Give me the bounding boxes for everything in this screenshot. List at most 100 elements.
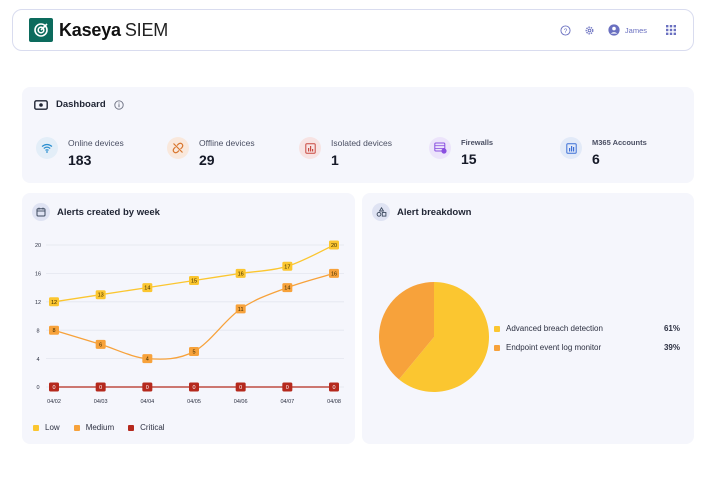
data-point-medium [235,304,246,314]
legend-swatch [73,424,80,431]
data-label: 17 [284,264,290,270]
alert-breakdown-title: Alert breakdown [397,206,472,218]
y-tick-label: 8 [36,328,39,334]
stat-value: 1 [331,152,339,168]
y-tick-label: 4 [36,357,39,363]
x-tick-label: 04/03 [94,399,108,405]
x-tick-label: 04/06 [234,399,248,405]
data-label: 6 [99,342,102,348]
help-icon[interactable]: ? [560,24,572,36]
data-label: 0 [239,385,242,391]
stat-offline-devices[interactable]: Offline devices 29 [167,137,255,168]
legend-label: Low [45,423,60,432]
stat-label: M365 Accounts [592,138,647,147]
pie-legend-item[interactable]: Advanced breach detection 61% [494,319,680,338]
stat-label: Online devices [68,138,124,148]
firewall-icon [429,137,451,159]
data-label: 8 [52,328,55,334]
gear-icon[interactable] [584,24,596,36]
info-icon[interactable] [113,99,124,110]
data-point-critical [235,382,246,392]
dashboard-title-row: Dashboard [34,99,124,110]
header-actions: ? James [560,24,677,36]
legend-item-critical[interactable]: Critical [128,423,165,432]
x-tick-label: 04/07 [280,399,294,405]
data-label: 0 [146,385,149,391]
x-tick-label: 04/02 [47,399,61,405]
pie-slice-2[interactable] [379,282,434,380]
stat-online-devices[interactable]: Online devices 183 [36,137,124,168]
data-label: 0 [99,385,102,391]
y-tick-label: 12 [35,300,41,306]
data-point-low [49,297,59,307]
legend-item-low[interactable]: Low [33,423,60,432]
dashboard-icon [34,99,48,110]
bar-chart-icon [560,137,582,159]
legend-swatch [128,424,135,431]
calendar-icon [32,203,50,221]
alert-breakdown-pie [379,282,489,392]
data-point-low [142,283,153,293]
legend-label: Critical [140,423,165,432]
data-label: 16 [331,271,337,277]
data-point-critical [189,382,199,392]
data-point-medium [329,268,339,278]
data-point-critical [329,382,339,392]
data-point-low [189,276,199,285]
broken-link-icon [167,137,189,159]
legend-swatch [33,424,39,431]
data-point-low [329,240,339,250]
pie-slice-1[interactable] [398,282,489,392]
brand-suffix: SIEM [124,19,169,40]
stat-label: Isolated devices [331,138,392,148]
legend-percentage: 39% [663,343,680,352]
stat-isolated-devices[interactable]: Isolated devices 1 [299,137,392,168]
stat-label: Firewalls [461,138,494,147]
kaseya-logo-icon [29,18,53,42]
data-point-medium [189,347,199,356]
stat-label: Offline devices [199,138,255,148]
legend-label: Advanced breach detection [506,324,603,333]
data-point-critical [282,382,293,392]
wifi-icon [36,137,58,159]
stat-value: 6 [592,151,600,167]
alert-breakdown-card: Alert breakdown Advanced breach detectio… [362,193,694,444]
data-label: 5 [192,350,195,356]
brand-name: Kaseya SIEM [59,20,168,41]
pie-legend: Advanced breach detection 61% Endpoint e… [494,319,680,357]
user-name: James [624,25,647,35]
legend-label: Endpoint event log monitor [506,343,602,352]
data-point-critical [95,382,106,392]
alerts-line-chart: 0 4 8 12 16 20 04/02 04/03 04/04 04/05 04/06 04/07 0… [35,240,344,405]
data-point-critical [142,382,153,392]
data-point-medium [142,354,153,364]
legend-swatch [494,325,500,332]
alert-breakdown-title-row: Alert breakdown [372,203,471,221]
alerts-by-week-card: Alerts created by week 0 4 8 12 16 20 04/02 04/… [22,193,355,444]
data-point-medium [95,339,106,349]
brand-main: Kaseya [59,19,121,40]
stat-value: 183 [68,152,92,168]
pie-legend-item[interactable]: Endpoint event log monitor 39% [494,338,680,357]
x-tick-label: 04/05 [187,399,201,405]
user-menu[interactable]: James [608,24,647,36]
data-point-critical [49,382,59,392]
data-label: 14 [144,286,150,292]
legend-percentage: 61% [663,324,680,333]
legend-item-medium[interactable]: Medium [73,423,114,432]
stat-firewalls[interactable]: Firewalls 15 [429,137,493,167]
data-label: 12 [51,300,57,306]
apps-grid-icon[interactable] [665,24,677,36]
svg-text:?: ? [564,27,568,34]
chart-box-icon [299,137,321,159]
stat-m365-accounts[interactable]: M365 Accounts 6 [560,137,647,167]
shapes-icon [372,203,390,221]
dashboard-title: Dashboard [56,99,106,110]
user-icon [608,24,620,36]
top-header: Kaseya SIEM ? James [12,9,694,51]
y-tick-label: 0 [36,385,39,391]
data-label: 14 [284,286,290,292]
data-point-low [235,268,246,278]
stat-value: 15 [461,151,477,167]
alerts-by-week-title-row: Alerts created by week [32,203,160,221]
